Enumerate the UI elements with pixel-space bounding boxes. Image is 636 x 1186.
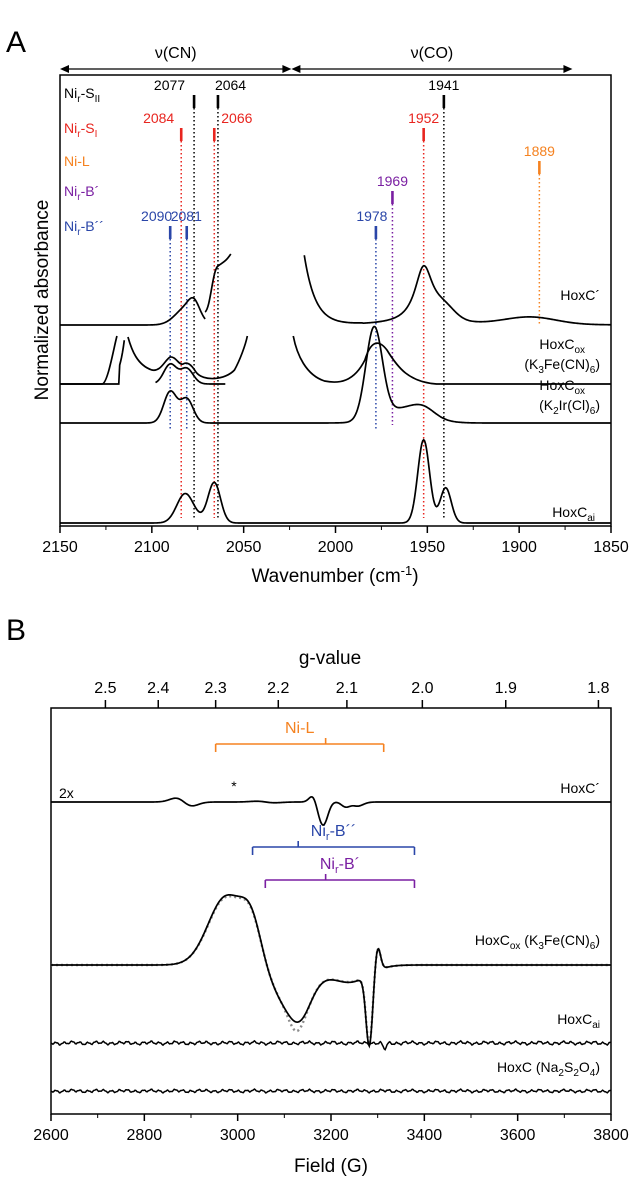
region-arrow-head [282,65,292,73]
x-axis-b: 2600 2800 3000 3200 3400 3600 3800 [33,1114,629,1144]
trace-label-hoxc-ox-ir: HoxCox [539,377,585,397]
epr-traces [50,795,612,1094]
band-label: 2066 [221,110,252,126]
band-label: 1978 [356,208,387,224]
band-label: 1969 [377,173,408,189]
band-label: 1889 [524,143,555,159]
ir-trace-labels: HoxC´HoxCox(K3Fe(CN)6)HoxCox(K2Ir(Cl)6)H… [524,287,600,524]
x-axis-title-b: Field (G) [294,1156,368,1177]
epr-trace-hoxc-ai [50,1039,612,1051]
g-axis-title: g-value [299,648,361,669]
x-tick-label-a: 2050 [226,539,262,556]
trace-label-hoxc-ox-fe: HoxCox [539,336,585,356]
state-label: Nir-SI [64,120,97,140]
band-label: 2090 [141,208,172,224]
panel-letter-b: B [6,614,26,647]
x-tick-label-a: 2000 [318,539,354,556]
x-tick-label-b: 3600 [500,1127,536,1144]
x-tick-label-a: 1950 [410,539,446,556]
x-tick-label-a: 2100 [134,539,170,556]
bracket-label: Nir-B´´ [311,823,356,843]
state-label: Nir-B´ [64,183,99,203]
trace-hoxc-prime-rise [204,253,232,313]
epr-trace-hoxc-na [50,1088,612,1094]
x-tick-label-b: 3200 [313,1127,349,1144]
trace-hoxc-ox-fe-left [60,335,118,385]
epr-trace-hoxc-prime [51,795,611,826]
x-tick-label-b: 3400 [407,1127,443,1144]
band-label: 2077 [154,77,185,93]
x-tick-label-b: 2800 [127,1127,163,1144]
region-arrows: ν(CN) ν(CO) [60,45,573,73]
x-axis-a: 2150 2100 2050 2000 1950 1900 1850 [42,526,629,556]
x-tick-label-a: 1900 [501,539,537,556]
plot-frame-b [50,707,612,1115]
trace-label-hoxc-ox-b: HoxCox (K3Fe(CN)6) [475,932,600,952]
bracket-label: Nir-B´ [320,856,360,876]
trace-label-hoxc-ox-ir-reagent: (K2Ir(Cl)6) [539,397,600,417]
ir-spectra-panel: ν(CN) ν(CO) 2150 2100 2050 2000 1950 1900 1850 … [32,45,629,587]
band-label: 1952 [408,110,439,126]
x-tick-label-b: 2600 [33,1127,69,1144]
region-label: ν(CN) [155,45,197,62]
epr-sim-hoxc-ox [51,895,611,1048]
trace-label-hoxc-prime: HoxC´ [560,287,600,303]
g-tick-label: 2.2 [267,680,289,697]
band-label: 2064 [215,77,246,93]
band-markers: 2077 2064 1941 2084 2066 1952 1889 1969 20902081… [141,77,555,518]
trace-hoxc-ox-fe-mid [127,335,249,380]
g-tick-label: 2.4 [147,680,169,697]
state-legend: Nir-SII Nir-SI Ni-L Nir-B´ Nir-B´´ [64,85,104,238]
trace-hoxc-prime [60,296,206,326]
band-label: 2081 [171,208,202,224]
epr-trace-hoxc-ox [51,893,611,1049]
x-tick-label-a: 1850 [593,539,629,556]
trace-label-hoxc-ox-fe-reagent: (K3Fe(CN)6) [524,356,600,376]
region-arrow-head [60,65,69,73]
y-axis-title: Normalized absorbance [32,200,53,401]
state-label: Nir-SII [64,85,100,105]
g-tick-label: 2.3 [205,680,227,697]
state-label: Nir-B´´ [64,218,104,238]
asterisk: * [231,778,237,794]
region-label: ν(CO) [411,45,454,62]
panel-letter-a: A [6,26,26,59]
bracket-label: Ni-L [285,720,314,737]
g-brackets: Ni-L Nir-B´´ Nir-B´ [214,720,416,888]
g-tick-label: 2.0 [411,680,433,697]
region-arrow-head [563,65,573,73]
trace-hoxc-ox-fe [60,340,226,385]
state-label: Ni-L [64,153,90,169]
trace-hoxc-prime-co [303,255,612,326]
epr-spectra-panel: g-value 2.5 2.4 2.3 2.2 2.1 2.0 1.9 1.8 2600 280… [33,648,629,1177]
x-axis-title-a: Wavenumber (cm-1) [251,563,418,587]
x-tick-label-b: 3800 [593,1127,629,1144]
scale-label: 2x [59,785,74,801]
g-tick-label: 2.5 [94,680,116,697]
g-tick-label: 1.8 [587,680,609,697]
band-label: 1941 [428,77,459,93]
g-tick-label: 2.1 [336,680,358,697]
g-tick-label: 1.9 [495,680,517,697]
trace-label-hoxc-ai: HoxCai [552,504,595,524]
epr-trace-labels: HoxC´ HoxCox (K3Fe(CN)6) HoxCai HoxC (Na2S2… [475,780,600,1079]
trace-hoxc-ox-ir [60,325,611,424]
trace-hoxc-ai [60,438,611,524]
x-tick-label-a: 2150 [42,539,78,556]
x-tick-label-b: 3000 [220,1127,256,1144]
region-arrow-head [291,65,301,73]
ir-traces [60,253,612,524]
trace-label-hoxc-ai-b: HoxCai [557,1011,600,1031]
trace-label-hoxc-prime-b: HoxC´ [560,780,600,796]
band-label: 2084 [143,110,174,126]
trace-hoxc-ox-fe-co [292,335,611,385]
g-value-axis: 2.5 2.4 2.3 2.2 2.1 2.0 1.9 1.8 [94,680,610,708]
trace-label-hoxc-na-b: HoxC (Na2S2O4) [497,1059,600,1079]
